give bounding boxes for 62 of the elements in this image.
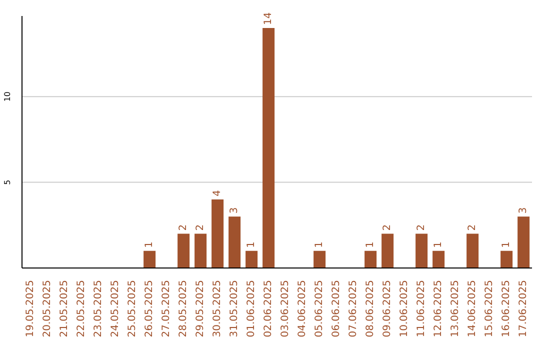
- data-label: 1: [144, 241, 156, 248]
- bar: [364, 250, 377, 268]
- x-tick-label: 08.06.2025: [365, 280, 376, 338]
- x-tick-label: 19.05.2025: [25, 280, 36, 338]
- bar: [518, 216, 530, 268]
- y-tick-label: 10: [3, 91, 12, 102]
- bar: [144, 250, 156, 268]
- bar: [194, 234, 207, 268]
- x-tick-label: 15.06.2025: [484, 280, 495, 338]
- data-label: 2: [178, 224, 190, 231]
- x-tick-label: 10.06.2025: [399, 280, 410, 338]
- bar: [416, 234, 428, 268]
- data-label: 2: [195, 224, 206, 231]
- data-label: 2: [416, 224, 428, 231]
- x-tick-label: 05.06.2025: [314, 280, 325, 338]
- x-tick-label: 17.06.2025: [518, 280, 529, 338]
- bar: [246, 250, 258, 268]
- x-tick-label: 12.06.2025: [433, 280, 444, 338]
- x-tick-label: 04.06.2025: [297, 280, 308, 338]
- data-label: 1: [246, 241, 258, 248]
- x-tick-label: 03.06.2025: [280, 280, 291, 338]
- data-label: 3: [518, 207, 530, 214]
- x-tick-label: 09.06.2025: [382, 280, 393, 338]
- x-tick-label: 14.06.2025: [467, 280, 478, 338]
- x-tick-label: 13.06.2025: [450, 280, 461, 338]
- x-tick-label: 06.06.2025: [331, 280, 342, 338]
- x-tick-label: 29.05.2025: [195, 280, 206, 338]
- x-tick-label: 02.06.2025: [263, 280, 274, 338]
- bar: [228, 216, 241, 268]
- x-tick-label: 07.06.2025: [348, 280, 359, 338]
- bar: [466, 234, 479, 268]
- bar: [314, 250, 326, 268]
- data-label: 2: [467, 224, 478, 231]
- x-tick-label: 24.05.2025: [110, 280, 121, 338]
- bar: [432, 250, 445, 268]
- data-label: 2: [382, 224, 394, 231]
- bar: [262, 28, 275, 268]
- x-tick-label: 11.06.2025: [416, 280, 427, 338]
- x-tick-label: 25.05.2025: [127, 280, 138, 338]
- x-tick-label: 16.06.2025: [501, 280, 512, 338]
- x-tick-label: 27.05.2025: [161, 280, 172, 338]
- data-label: 1: [433, 241, 444, 248]
- data-label: 14: [263, 12, 274, 25]
- data-label: 3: [229, 207, 240, 214]
- x-tick-label: 22.05.2025: [76, 280, 87, 338]
- x-tick-label: 21.05.2025: [59, 280, 70, 338]
- x-tick-label: 20.05.2025: [42, 280, 53, 338]
- data-label: 1: [314, 241, 326, 248]
- x-tick-label: 01.06.2025: [246, 280, 257, 338]
- x-tick-label: 26.05.2025: [144, 280, 155, 338]
- bar: [212, 199, 224, 268]
- data-label: 1: [501, 241, 512, 248]
- data-label: 1: [365, 241, 376, 248]
- x-tick-label: 23.05.2025: [93, 280, 104, 338]
- y-tick-label: 5: [3, 180, 12, 185]
- data-label: 4: [212, 190, 224, 196]
- bar: [382, 234, 394, 268]
- x-tick-label: 30.05.2025: [212, 280, 223, 338]
- x-tick-label: 28.05.2025: [178, 280, 189, 338]
- bar: [178, 234, 190, 268]
- x-tick-label: 31.05.2025: [229, 280, 240, 338]
- bar: [500, 250, 513, 268]
